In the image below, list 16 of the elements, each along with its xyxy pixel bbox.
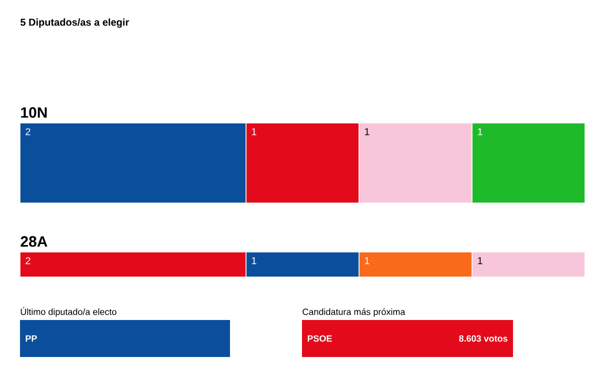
data-label: 1 <box>364 128 370 136</box>
chart-title: 10N <box>21 107 47 118</box>
data-label: 2 <box>26 257 30 264</box>
data-label: 1 <box>364 257 370 264</box>
text: Último diputado/a electo <box>20 307 116 317</box>
data-label: 1 <box>252 128 256 136</box>
text: Candidatura más próxima <box>302 308 406 317</box>
text: 8.603 votos <box>459 335 508 342</box>
text: PSOE <box>308 335 332 342</box>
data-label: 2 <box>26 128 30 136</box>
data-label: 1 <box>478 128 482 136</box>
text: 5 Diputados/as a elegir <box>20 18 129 28</box>
data-label: 1 <box>252 257 256 264</box>
text: PP <box>26 335 37 342</box>
data-label: 1 <box>478 257 482 264</box>
chart-title: 28A <box>20 236 48 247</box>
